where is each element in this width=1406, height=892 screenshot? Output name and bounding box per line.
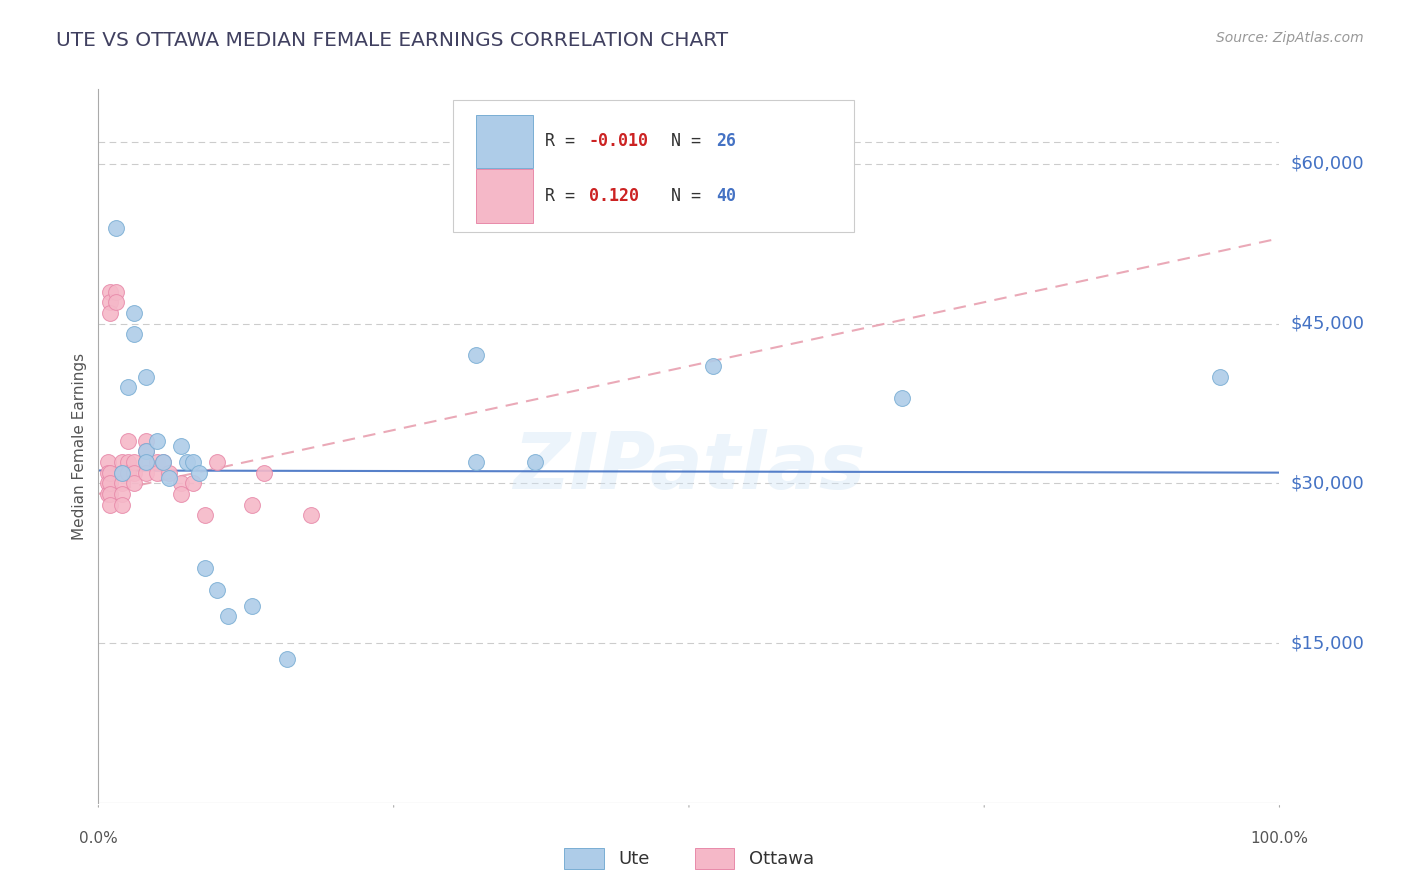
- Point: [194, 561, 217, 575]
- Point: [117, 455, 139, 469]
- Text: 0.0%: 0.0%: [79, 830, 118, 846]
- Text: 0.120: 0.120: [589, 187, 638, 205]
- Text: $30,000: $30,000: [1291, 475, 1364, 492]
- Text: $60,000: $60,000: [1291, 154, 1364, 173]
- Point: [111, 498, 134, 512]
- Text: ZIPatlas: ZIPatlas: [513, 429, 865, 506]
- Point: [181, 455, 204, 469]
- Point: [170, 487, 193, 501]
- Point: [135, 466, 157, 480]
- Point: [111, 466, 134, 480]
- Point: [157, 471, 180, 485]
- Point: [97, 455, 120, 469]
- Text: 26: 26: [716, 132, 737, 150]
- Point: [240, 498, 263, 512]
- Text: 40: 40: [716, 187, 737, 205]
- Text: -0.010: -0.010: [589, 132, 648, 150]
- Point: [240, 599, 263, 613]
- Text: UTE VS OTTAWA MEDIAN FEMALE EARNINGS CORRELATION CHART: UTE VS OTTAWA MEDIAN FEMALE EARNINGS COR…: [56, 31, 728, 50]
- Point: [135, 444, 157, 458]
- Point: [98, 498, 121, 512]
- Point: [152, 455, 174, 469]
- Point: [98, 295, 121, 310]
- Point: [117, 380, 139, 394]
- Point: [98, 487, 121, 501]
- Point: [135, 455, 157, 469]
- Point: [890, 391, 912, 405]
- Text: N =: N =: [671, 187, 711, 205]
- Point: [98, 285, 121, 299]
- Point: [465, 455, 488, 469]
- Text: N =: N =: [671, 132, 711, 150]
- Point: [135, 455, 157, 469]
- Point: [1209, 369, 1232, 384]
- Point: [122, 327, 145, 342]
- Legend: Ute, Ottawa: Ute, Ottawa: [557, 840, 821, 876]
- Point: [276, 652, 298, 666]
- Point: [157, 466, 180, 480]
- Point: [97, 476, 120, 491]
- Y-axis label: Median Female Earnings: Median Female Earnings: [72, 352, 87, 540]
- Point: [122, 466, 145, 480]
- FancyBboxPatch shape: [453, 100, 855, 232]
- Point: [170, 439, 193, 453]
- Point: [217, 609, 239, 624]
- Text: 100.0%: 100.0%: [1250, 830, 1309, 846]
- Point: [146, 434, 169, 448]
- Point: [122, 306, 145, 320]
- Point: [98, 306, 121, 320]
- Point: [299, 508, 322, 523]
- Point: [122, 476, 145, 491]
- Point: [152, 455, 174, 469]
- Point: [187, 466, 209, 480]
- Point: [135, 369, 157, 384]
- Text: Source: ZipAtlas.com: Source: ZipAtlas.com: [1216, 31, 1364, 45]
- FancyBboxPatch shape: [477, 114, 533, 168]
- FancyBboxPatch shape: [477, 169, 533, 223]
- Point: [135, 444, 157, 458]
- Text: $15,000: $15,000: [1291, 634, 1364, 652]
- Point: [105, 295, 128, 310]
- Point: [122, 455, 145, 469]
- Point: [205, 455, 228, 469]
- Point: [117, 466, 139, 480]
- Text: $45,000: $45,000: [1291, 315, 1365, 333]
- Point: [702, 359, 724, 373]
- Point: [205, 582, 228, 597]
- Point: [253, 466, 276, 480]
- Point: [111, 455, 134, 469]
- Point: [146, 466, 169, 480]
- Point: [97, 487, 120, 501]
- Point: [194, 508, 217, 523]
- Point: [105, 285, 128, 299]
- Point: [117, 434, 139, 448]
- Point: [176, 455, 198, 469]
- Point: [98, 476, 121, 491]
- Point: [524, 455, 547, 469]
- Point: [465, 349, 488, 363]
- Point: [98, 466, 121, 480]
- Point: [111, 466, 134, 480]
- Point: [146, 455, 169, 469]
- Point: [111, 487, 134, 501]
- Point: [170, 476, 193, 491]
- Point: [111, 476, 134, 491]
- Point: [181, 476, 204, 491]
- Text: R =: R =: [546, 187, 585, 205]
- Point: [105, 220, 128, 235]
- Point: [135, 434, 157, 448]
- Text: R =: R =: [546, 132, 585, 150]
- Point: [97, 466, 120, 480]
